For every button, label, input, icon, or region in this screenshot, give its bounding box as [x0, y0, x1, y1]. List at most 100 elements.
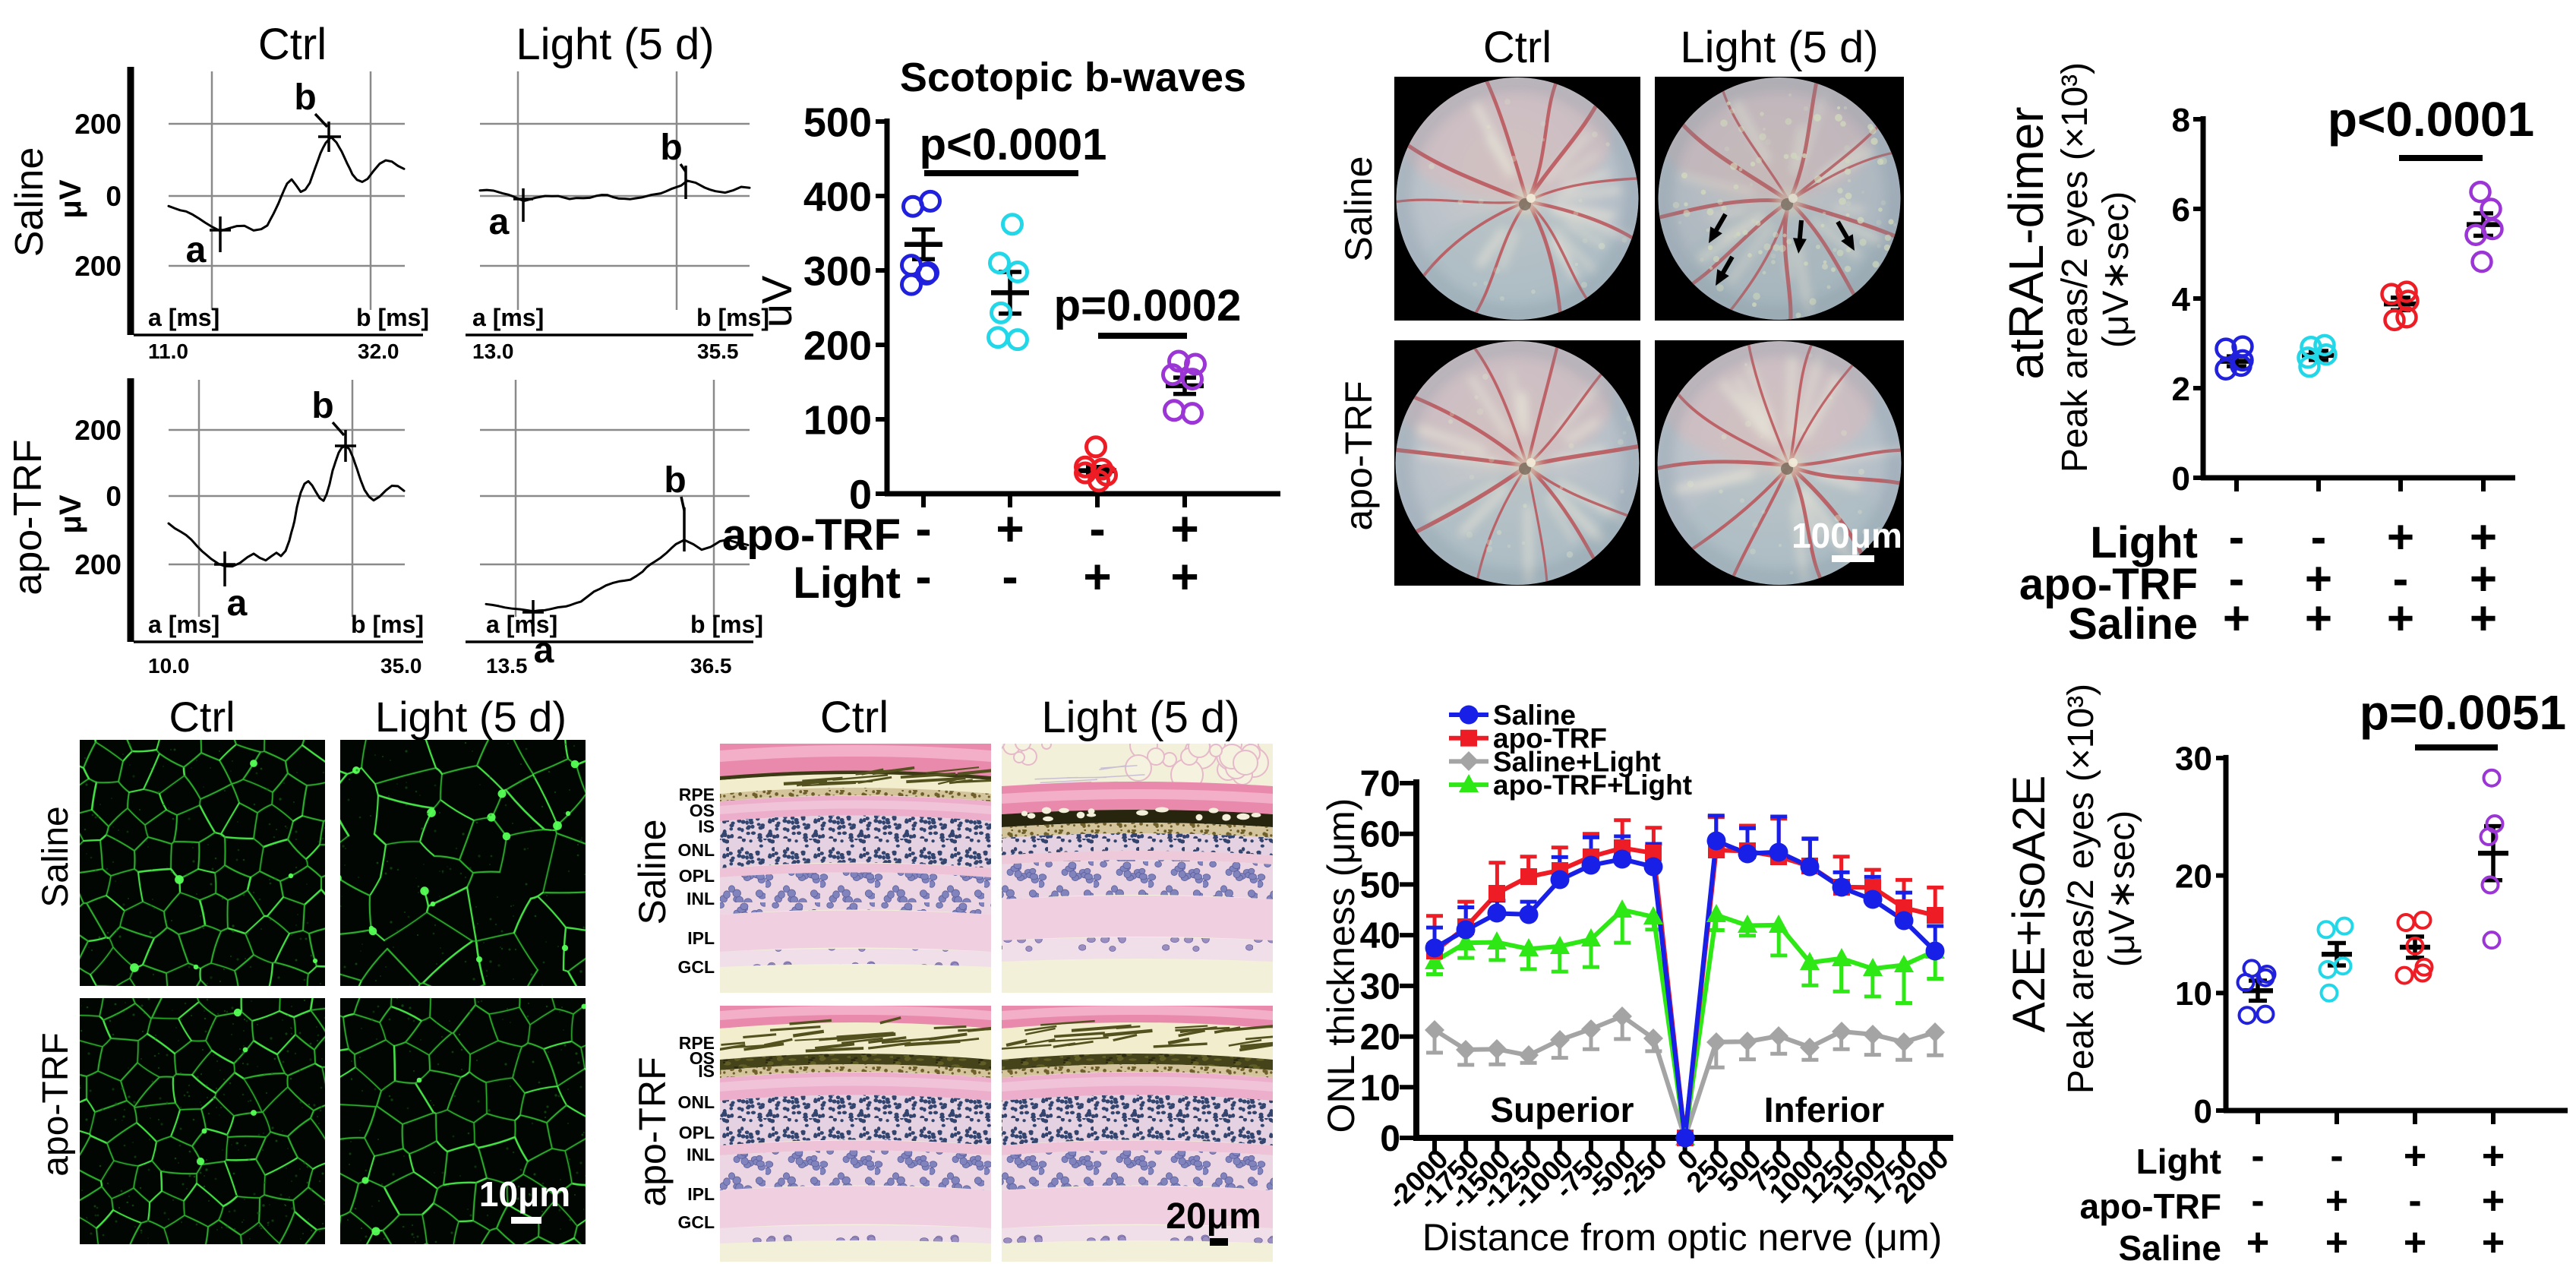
svg-text:Light: Light: [793, 558, 901, 608]
svg-text:+: +: [1170, 501, 1198, 556]
svg-text:30: 30: [1360, 967, 1400, 1007]
svg-text:INL: INL: [687, 1145, 715, 1164]
svg-text:apo-TRF: apo-TRF: [1337, 381, 1380, 530]
svg-text:300: 300: [803, 248, 872, 294]
svg-text:200: 200: [74, 109, 122, 140]
svg-text:Ctrl: Ctrl: [820, 693, 889, 742]
svg-text:6: 6: [2172, 191, 2190, 229]
svg-text:70: 70: [1360, 764, 1400, 804]
svg-text:+: +: [2246, 1221, 2269, 1265]
svg-text:+: +: [2325, 1179, 2348, 1223]
svg-text:ONL: ONL: [677, 840, 715, 860]
svg-text:200: 200: [74, 251, 122, 282]
svg-text:10: 10: [2175, 975, 2212, 1013]
svg-text:0: 0: [849, 472, 872, 517]
svg-text:+: +: [2305, 592, 2332, 645]
svg-text:2: 2: [2172, 371, 2190, 408]
svg-text:35.0: 35.0: [380, 654, 422, 678]
svg-text:10: 10: [1360, 1068, 1400, 1108]
svg-text:apo-TRF: apo-TRF: [722, 510, 901, 560]
svg-text:-: -: [2330, 1134, 2343, 1178]
svg-text:Peak areas/2 eyes (×10³): Peak areas/2 eyes (×10³): [2055, 62, 2095, 472]
svg-text:Superior: Superior: [1490, 1090, 1634, 1130]
svg-text:+: +: [2404, 1134, 2426, 1178]
svg-text:a [ms]: a [ms]: [486, 611, 557, 638]
svg-text:-: -: [915, 501, 931, 556]
svg-text:60: 60: [1360, 815, 1400, 855]
svg-text:+: +: [2404, 1221, 2426, 1265]
svg-text:A2E+isoA2E: A2E+isoA2E: [2003, 776, 2054, 1033]
svg-text:Scotopic b-waves: Scotopic b-waves: [900, 55, 1246, 100]
svg-text:+: +: [1170, 549, 1198, 604]
svg-text:+: +: [2482, 1179, 2505, 1223]
svg-text:0: 0: [1380, 1119, 1400, 1159]
svg-text:b: b: [294, 77, 316, 118]
svg-text:11.0: 11.0: [148, 340, 188, 363]
svg-text:GCL: GCL: [677, 957, 715, 977]
svg-text:apo-TRF: apo-TRF: [2019, 560, 2198, 609]
svg-text:36.5: 36.5: [690, 654, 732, 678]
svg-text:Light (5 d): Light (5 d): [375, 693, 567, 741]
svg-text:100μm: 100μm: [1792, 516, 1902, 555]
svg-text:100: 100: [803, 397, 872, 443]
svg-text:Saline: Saline: [2118, 1228, 2221, 1268]
svg-text:ONL: ONL: [677, 1092, 715, 1112]
svg-text:20: 20: [1360, 1018, 1400, 1058]
svg-text:Light: Light: [2090, 518, 2198, 567]
svg-text:uV: uV: [753, 275, 800, 327]
svg-text:INL: INL: [687, 889, 715, 908]
svg-text:-: -: [1002, 549, 1018, 604]
svg-text:Light: Light: [2136, 1142, 2221, 1181]
svg-text:Saline: Saline: [2068, 599, 2198, 649]
svg-text:200: 200: [74, 415, 122, 446]
svg-text:35.5: 35.5: [697, 340, 739, 363]
svg-text:13.5: 13.5: [486, 654, 528, 678]
svg-text:a [ms]: a [ms]: [148, 304, 219, 331]
svg-text:-: -: [1089, 501, 1105, 556]
svg-text:apo-TRF: apo-TRF: [631, 1057, 674, 1206]
svg-text:20: 20: [2175, 858, 2212, 895]
svg-text:atRAL-dimer: atRAL-dimer: [1999, 106, 2054, 379]
svg-text:-: -: [2311, 511, 2327, 564]
svg-text:13.0: 13.0: [472, 340, 514, 363]
svg-text:Peak areas/2 eyes (×10³): Peak areas/2 eyes (×10³): [2061, 684, 2101, 1094]
svg-text:a: a: [227, 583, 248, 624]
svg-text:+: +: [2470, 592, 2497, 645]
svg-text:a [ms]: a [ms]: [148, 611, 219, 638]
svg-text:a: a: [186, 230, 207, 270]
svg-text:b: b: [311, 386, 333, 426]
svg-text:-: -: [2229, 553, 2245, 605]
svg-text:Light (5 d): Light (5 d): [1041, 693, 1239, 742]
svg-text:-: -: [2251, 1179, 2264, 1223]
svg-text:32.0: 32.0: [358, 340, 399, 363]
svg-text:IPL: IPL: [687, 1184, 715, 1204]
svg-text:(μV∗sec): (μV∗sec): [2102, 810, 2142, 968]
svg-text:0: 0: [106, 181, 122, 212]
svg-text:500: 500: [803, 100, 872, 145]
svg-text:Light (5 d): Light (5 d): [516, 20, 714, 69]
svg-text:IS: IS: [698, 817, 715, 836]
svg-text:GCL: GCL: [677, 1212, 715, 1232]
svg-text:+: +: [2325, 1221, 2348, 1265]
svg-text:Saline: Saline: [1337, 156, 1380, 262]
svg-text:a: a: [534, 630, 554, 671]
svg-text:200: 200: [74, 549, 122, 580]
svg-text:Ctrl: Ctrl: [258, 20, 327, 69]
svg-text:+: +: [2387, 511, 2414, 564]
svg-text:0: 0: [106, 481, 122, 512]
svg-text:200: 200: [803, 323, 872, 368]
svg-text:Light (5 d): Light (5 d): [1680, 23, 1878, 72]
svg-text:+: +: [996, 501, 1024, 556]
svg-text:a [ms]: a [ms]: [472, 304, 544, 331]
svg-text:OPL: OPL: [679, 1123, 715, 1142]
svg-text:+: +: [2470, 511, 2497, 564]
svg-text:apo-TRF: apo-TRF: [6, 439, 50, 595]
svg-text:+: +: [2482, 1134, 2505, 1178]
svg-text:μV: μV: [54, 179, 87, 218]
svg-text:+: +: [2387, 592, 2414, 645]
svg-text:p<0.0001: p<0.0001: [920, 120, 1107, 169]
svg-text:p=0.0051: p=0.0051: [2360, 685, 2566, 740]
svg-text:b [ms]: b [ms]: [351, 611, 424, 638]
svg-text:-: -: [2393, 553, 2409, 605]
svg-text:50: 50: [1360, 865, 1400, 905]
